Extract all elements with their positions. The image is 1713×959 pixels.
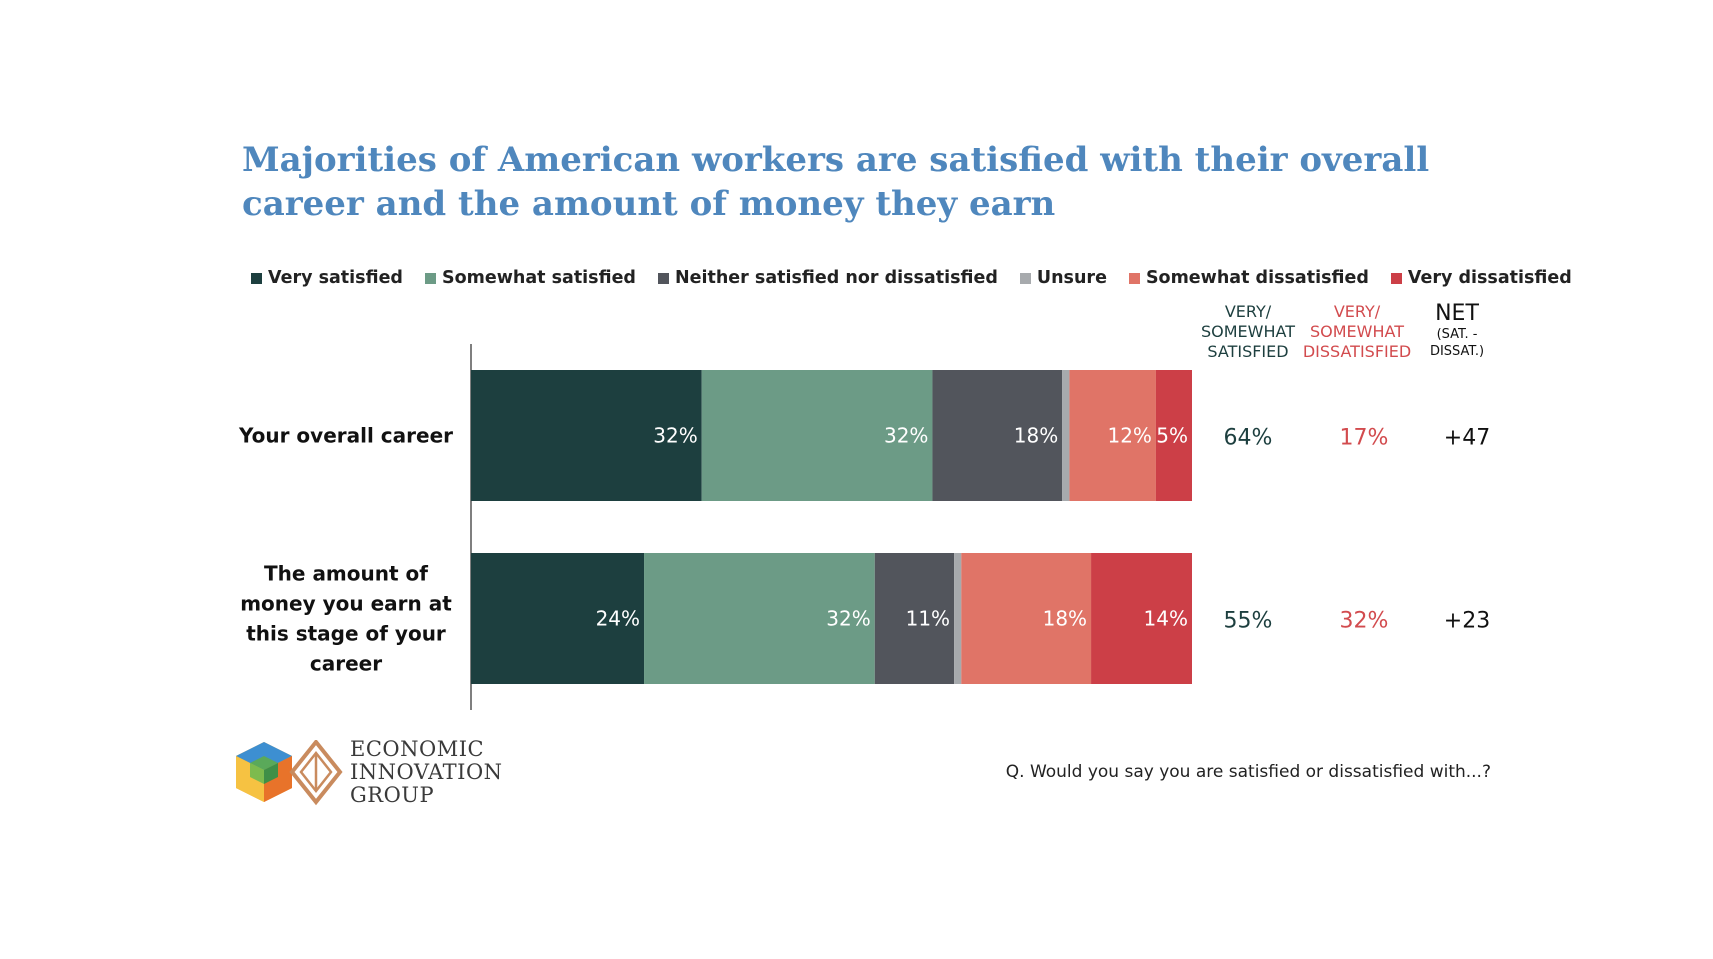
bar-segment-somewhat-satisfied-row-1 — [701, 370, 933, 501]
column-header-satisfied-line-1: VERY/ — [1224, 302, 1272, 321]
bar-segment-neither-satisfied-nor-dissatisfied-row-1 — [932, 370, 1063, 501]
legend-label: Neither satisfied nor dissatisfied — [674, 268, 998, 288]
dissatisfied-total-row-2: 32% — [1340, 609, 1389, 634]
legend-item-5: Somewhat dissatisfied — [1128, 268, 1369, 288]
survey-question: Q. Would you say you are satisfied or di… — [1005, 762, 1491, 782]
legend-swatch — [657, 272, 669, 284]
category-label-row-2-line-3: this stage of your — [246, 622, 446, 646]
data-label-row-1-series-6: 5% — [1156, 424, 1188, 448]
bar-segment-somewhat-dissatisfied-row-2 — [961, 553, 1092, 684]
column-header-dissatisfied: VERY/ SOMEWHAT DISSATISFIED — [1296, 302, 1418, 362]
bar-segment-somewhat-satisfied-row-2 — [644, 553, 875, 684]
legend-swatch — [1128, 272, 1140, 284]
bar-segment-very-dissatisfied-row-2 — [1091, 553, 1192, 684]
chart-title-line-1: Majorities of American workers are satis… — [242, 140, 1430, 180]
brand-name-line-1: ECONOMIC — [350, 737, 485, 761]
data-label-row-2-series-2: 32% — [826, 607, 870, 631]
column-header-net-line-1: NET — [1435, 301, 1479, 326]
bar-segment-very-dissatisfied-row-1 — [1155, 370, 1192, 501]
column-header-net-line-3: DISSAT.) — [1429, 344, 1485, 359]
economic-innovation-group-logo — [236, 740, 343, 806]
column-header-dissatisfied-line-1: VERY/ — [1333, 302, 1381, 321]
legend-label: Unsure — [1036, 268, 1107, 288]
category-label-row-1-line-1: Your overall career — [238, 424, 453, 448]
bar-segment-very-satisfied-row-1 — [471, 370, 702, 501]
chart-legend: Very satisfied Somewhat satisfied Neither … — [251, 268, 1572, 288]
data-label-row-2-series-5: 18% — [1043, 607, 1087, 631]
data-label-row-2-series-6: 14% — [1144, 607, 1188, 631]
bar-segment-very-satisfied-row-2 — [471, 553, 645, 684]
data-label-row-1-series-2: 32% — [884, 424, 928, 448]
column-header-net-line-2: (SAT. - — [1436, 327, 1478, 342]
legend-swatch — [424, 272, 436, 284]
legend-item-4: Unsure — [1019, 268, 1107, 288]
legend-item-1: Very satisfied — [251, 268, 403, 288]
satisfied-total-row-1: 64% — [1224, 426, 1273, 451]
column-header-dissatisfied-line-2: SOMEWHAT — [1310, 322, 1404, 341]
dissatisfied-total-row-1: 17% — [1340, 426, 1389, 451]
legend-item-3: Neither satisfied nor dissatisfied — [657, 268, 998, 288]
data-label-row-1-series-5: 12% — [1107, 424, 1151, 448]
legend-label: Very satisfied — [268, 268, 403, 288]
brand-name-line-3: GROUP — [350, 783, 435, 807]
legend-label: Somewhat satisfied — [441, 268, 636, 288]
data-label-row-1-series-3: 18% — [1014, 424, 1058, 448]
column-header-satisfied: VERY/ SOMEWHAT SATISFIED — [1187, 302, 1309, 362]
category-label-row-2-line-2: money you earn at — [240, 592, 452, 616]
brand-name: ECONOMIC INNOVATION GROUP — [350, 738, 503, 807]
data-label-row-2-series-3: 11% — [906, 607, 950, 631]
bar-segment-unsure-row-2 — [954, 553, 962, 684]
column-header-net: NET (SAT. - DISSAT.) — [1412, 302, 1502, 360]
column-header-dissatisfied-line-3: DISSATISFIED — [1302, 342, 1412, 361]
column-header-satisfied-line-2: SOMEWHAT — [1201, 322, 1295, 341]
net-value-row-1: +47 — [1444, 426, 1490, 451]
legend-item-2: Somewhat satisfied — [424, 268, 636, 288]
data-label-row-2-series-1: 24% — [596, 607, 640, 631]
chart-title: Majorities of American workers are satis… — [242, 138, 1430, 226]
legend-swatch — [1019, 272, 1031, 284]
column-header-satisfied-line-3: SATISFIED — [1207, 342, 1289, 361]
data-label-row-1-series-1: 32% — [653, 424, 697, 448]
category-label-row-2-line-1: The amount of — [264, 562, 428, 586]
brand-name-line-2: INNOVATION — [350, 760, 503, 784]
bar-segment-neither-satisfied-nor-dissatisfied-row-2 — [874, 553, 955, 684]
legend-label: Somewhat dissatisfied — [1145, 268, 1369, 288]
legend-swatch — [1390, 272, 1402, 284]
bar-segment-somewhat-dissatisfied-row-1 — [1069, 370, 1156, 501]
legend-label: Very dissatisfied — [1407, 268, 1572, 288]
bar-segment-unsure-row-1 — [1062, 370, 1070, 501]
legend-item-6: Very dissatisfied — [1390, 268, 1572, 288]
net-value-row-2: +23 — [1444, 609, 1490, 634]
legend-swatch — [251, 272, 262, 284]
category-label-row-2-line-4: career — [310, 652, 382, 676]
chart-title-line-2: career and the amount of money they earn — [242, 184, 1056, 224]
satisfied-total-row-2: 55% — [1224, 609, 1273, 634]
